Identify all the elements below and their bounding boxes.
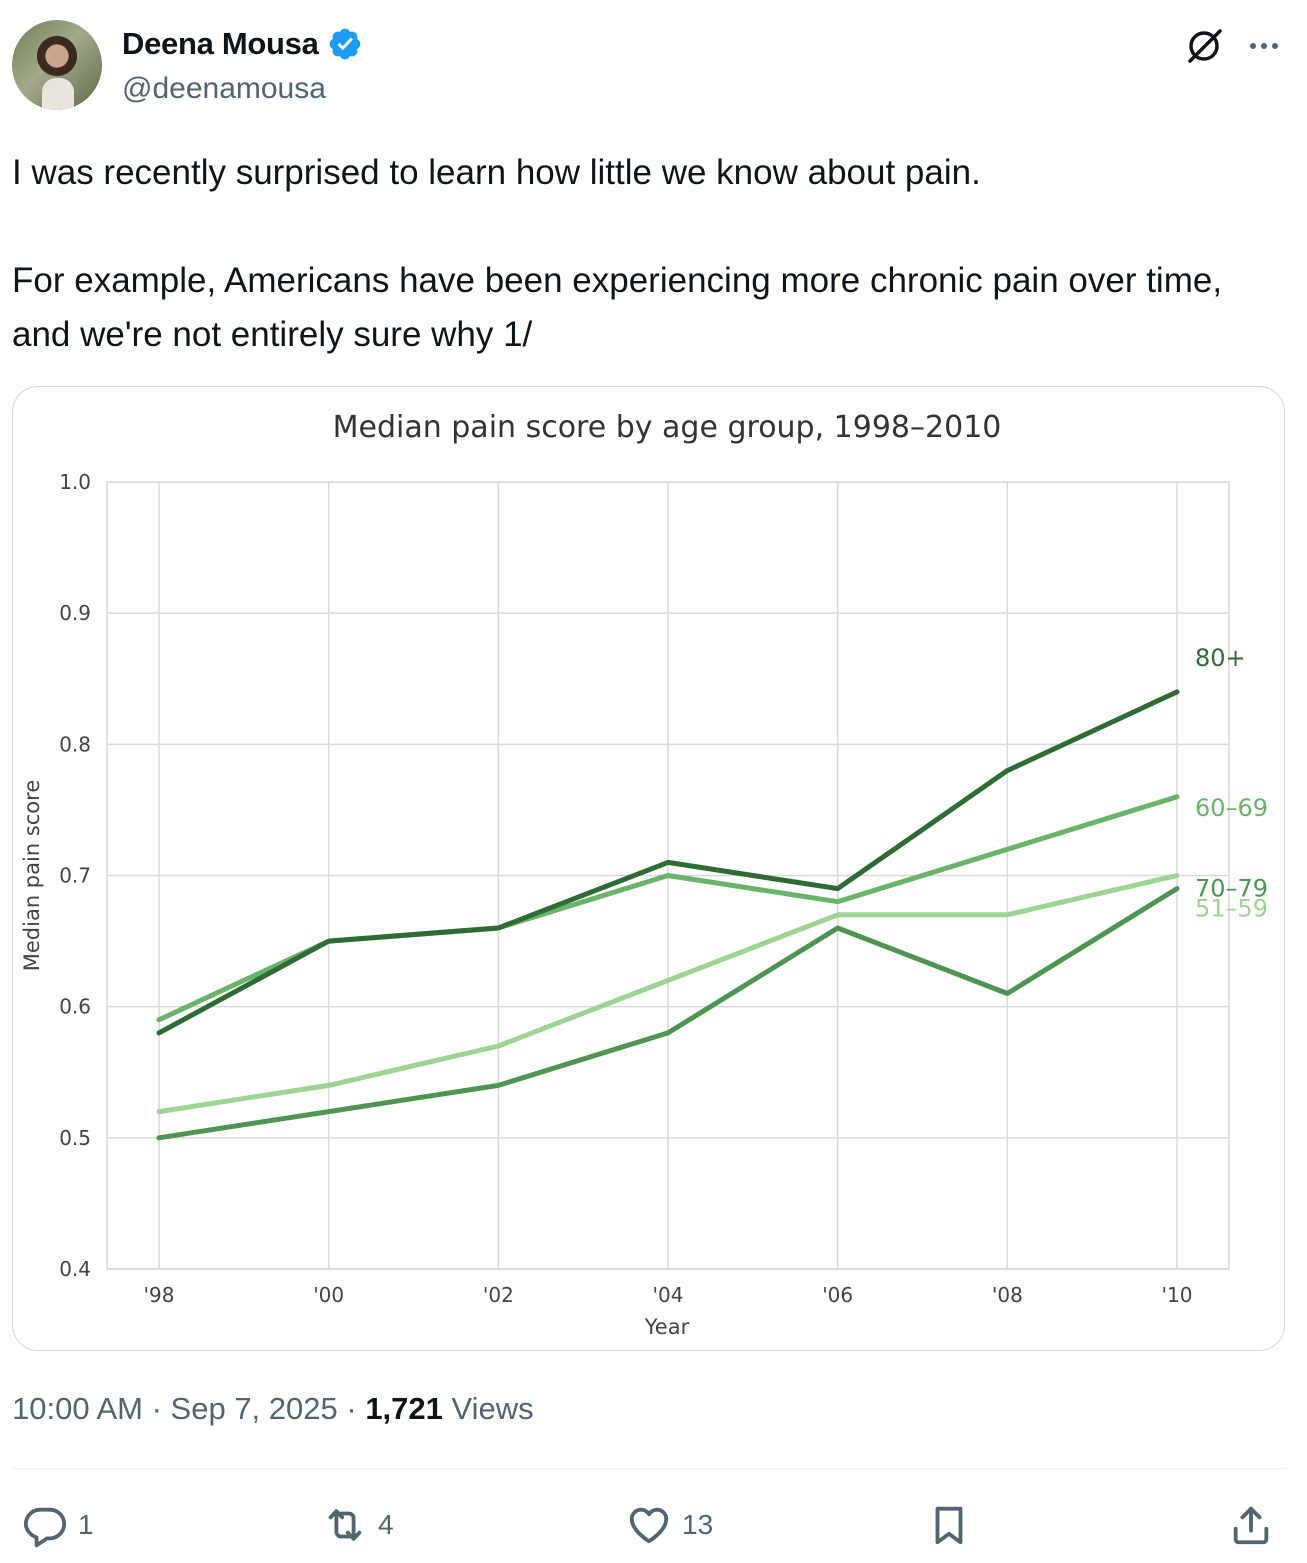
divider: [12, 1468, 1286, 1469]
x-tick-label: '10: [1162, 1283, 1193, 1307]
x-axis-label: Year: [644, 1315, 690, 1339]
avatar[interactable]: [12, 20, 102, 110]
line-chart: Median pain score by age group, 1998–201…: [20, 410, 1268, 1339]
series-label: 70–79: [1195, 875, 1268, 903]
series-line-80+: [156, 689, 1180, 1036]
heart-icon: [629, 1507, 669, 1544]
y-tick-label: 0.4: [59, 1257, 91, 1281]
like-button[interactable]: 13: [626, 1500, 713, 1550]
y-tick-label: 0.5: [59, 1126, 91, 1150]
chart-title: Median pain score by age group, 1998–201…: [333, 410, 1002, 445]
y-tick-label: 0.7: [59, 864, 91, 888]
x-tick-label: '06: [822, 1283, 853, 1307]
reply-count: 1: [78, 1509, 94, 1540]
y-tick-label: 1.0: [59, 470, 91, 494]
tweet-date[interactable]: Sep 7, 2025: [170, 1391, 338, 1426]
bookmark-button[interactable]: [926, 1500, 972, 1550]
repost-icon: [328, 1509, 362, 1541]
x-tick-label: '98: [144, 1283, 175, 1307]
views-label: Views: [451, 1391, 534, 1426]
x-tick-label: '08: [992, 1283, 1023, 1307]
chart-image[interactable]: Median pain score by age group, 1998–201…: [12, 386, 1285, 1351]
like-count: 13: [682, 1509, 714, 1540]
bookmark-icon: [935, 1506, 963, 1545]
views-count: 1,721: [365, 1391, 443, 1426]
tweet-text: I was recently surprised to learn how li…: [12, 146, 1282, 362]
verified-badge-icon: [329, 28, 360, 60]
x-tick-label: '04: [653, 1283, 684, 1307]
tweet-paragraph: For example, Americans have been experie…: [12, 261, 1223, 354]
repost-count: 4: [378, 1509, 394, 1540]
display-name[interactable]: Deena Mousa: [122, 26, 319, 61]
share-button[interactable]: [1228, 1500, 1274, 1550]
x-tick-label: '00: [313, 1283, 344, 1307]
share-icon: [1233, 1506, 1269, 1545]
tweet-paragraph: I was recently surprised to learn how li…: [12, 153, 981, 192]
author-name-row[interactable]: Deena Mousa: [122, 26, 363, 62]
repost-button[interactable]: 4: [322, 1500, 394, 1550]
series-line-70-79: [156, 886, 1180, 1141]
author-handle[interactable]: @deenamousa: [122, 72, 326, 105]
y-tick-label: 0.9: [59, 601, 91, 625]
y-axis-label: Median pain score: [20, 780, 44, 972]
tweet-time[interactable]: 10:00 AM: [12, 1391, 143, 1426]
grok-icon[interactable]: [1184, 26, 1224, 66]
tweet-meta: 10:00 AM · Sep 7, 2025 · 1,721 Views: [12, 1391, 534, 1426]
series-label: 60–69: [1195, 794, 1268, 822]
series-line-51-59: [156, 873, 1180, 1115]
series-label: 80+: [1195, 644, 1246, 672]
series-label: 51–59: [1195, 895, 1268, 923]
reply-icon: [23, 1507, 67, 1548]
y-tick-label: 0.6: [59, 995, 91, 1019]
more-options-icon[interactable]: [1244, 28, 1284, 64]
reply-button[interactable]: 1: [22, 1500, 94, 1550]
y-tick-label: 0.8: [59, 732, 91, 756]
x-tick-label: '02: [483, 1283, 514, 1307]
